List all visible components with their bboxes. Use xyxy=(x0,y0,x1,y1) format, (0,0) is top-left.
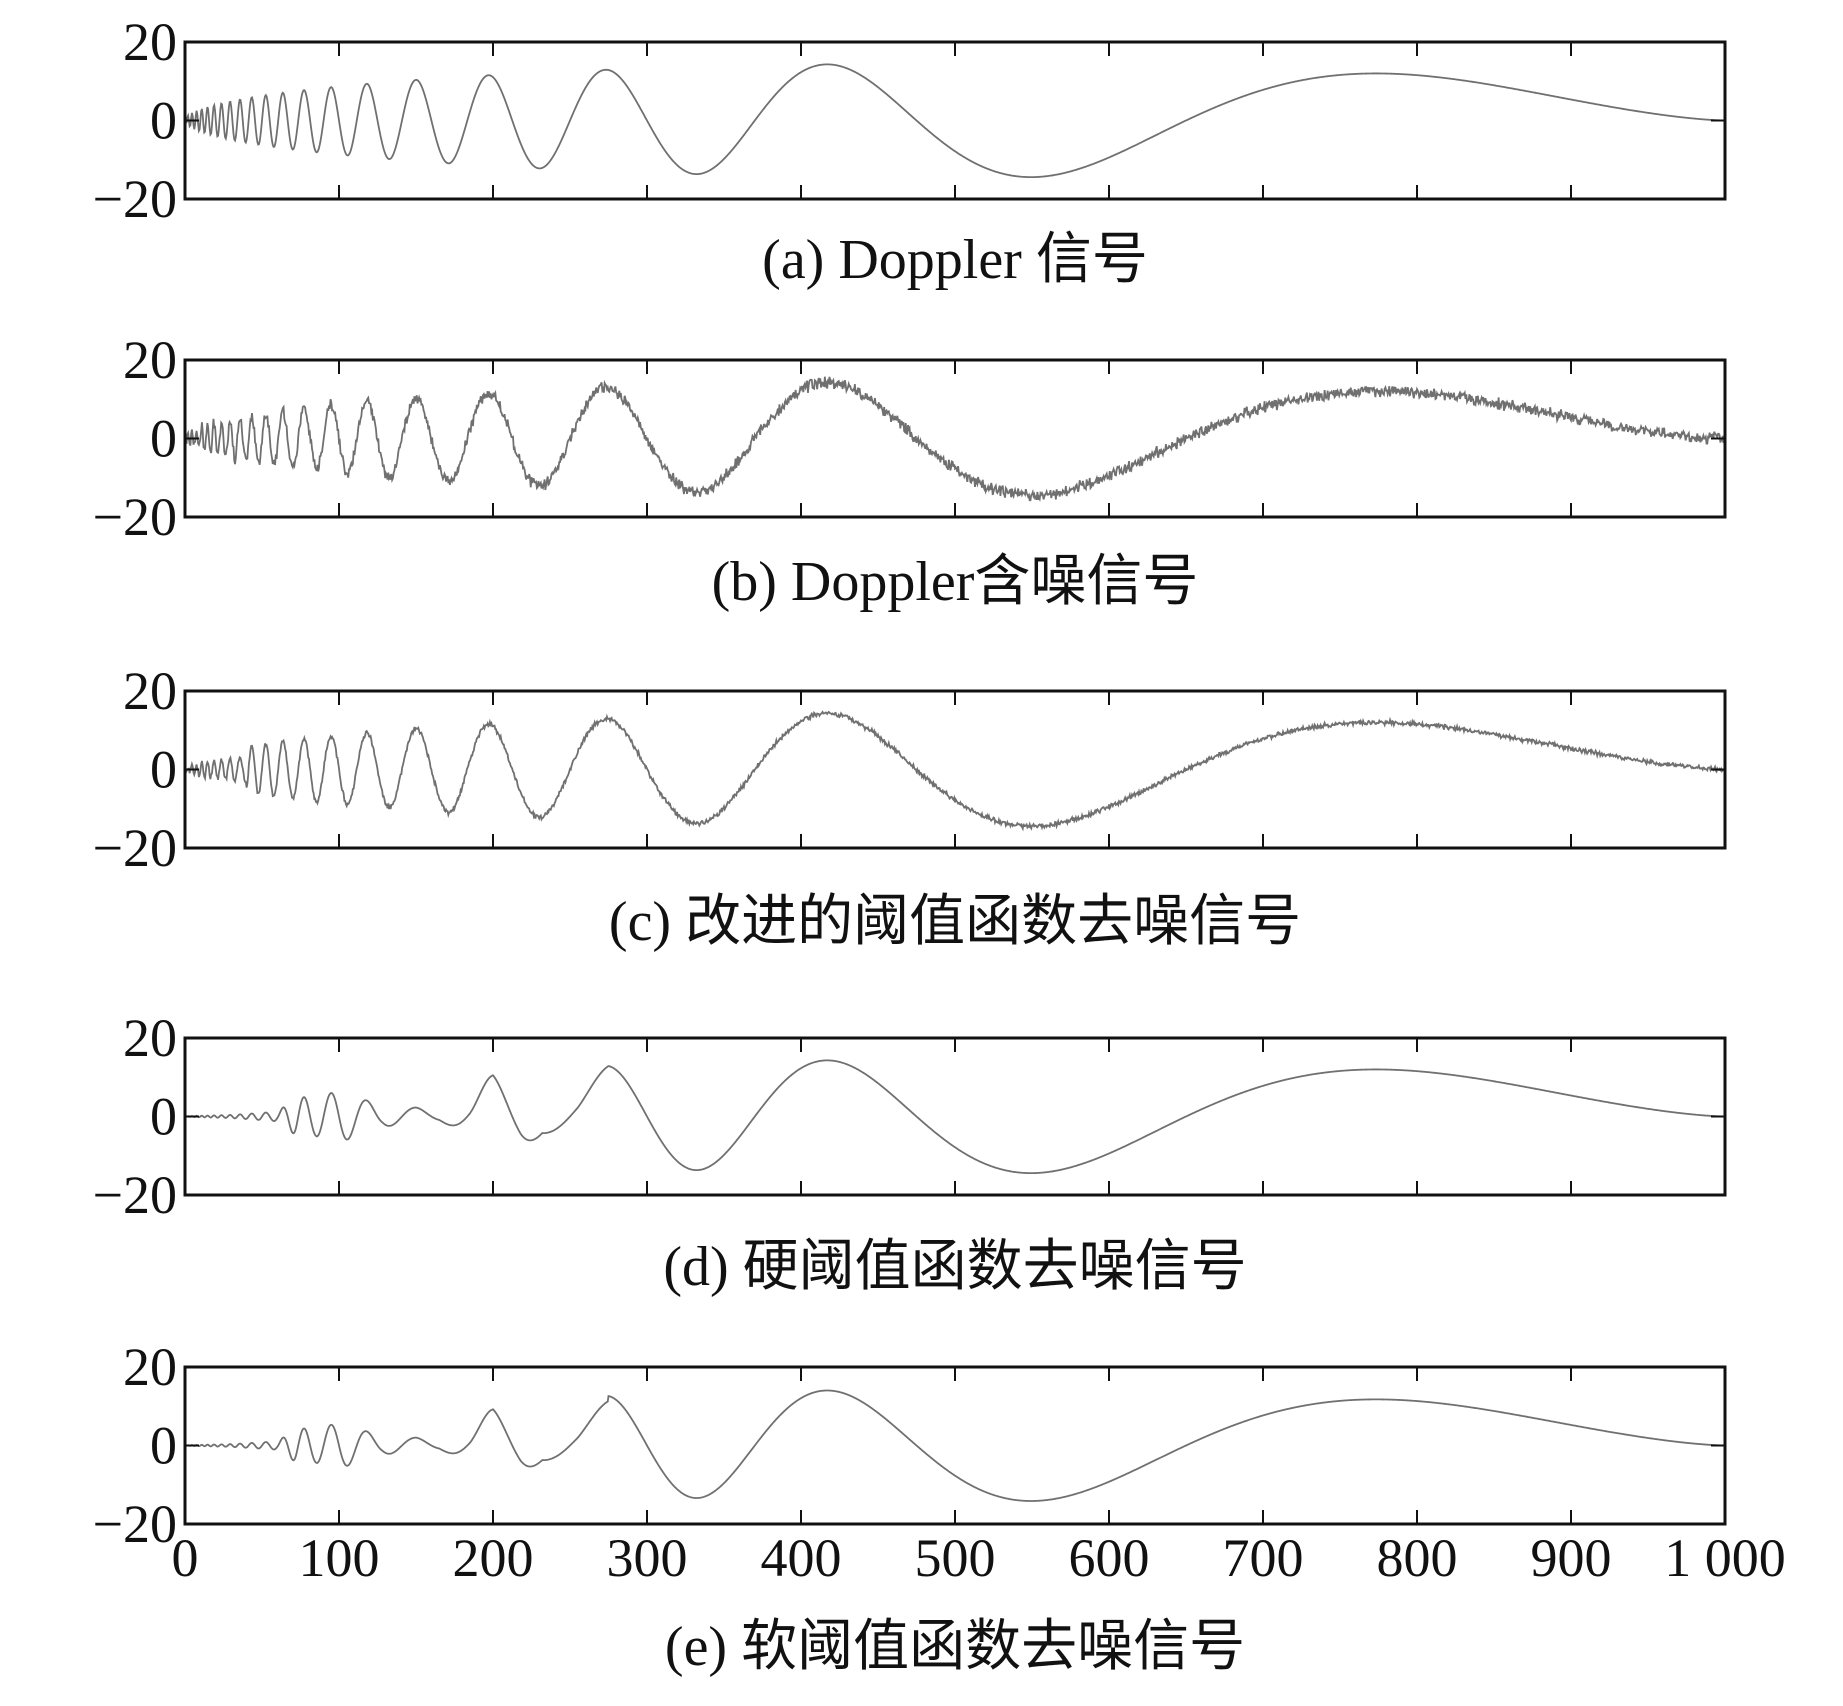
series-line xyxy=(185,63,1725,179)
subplot-c: 20 0 −20 (c) 改进的阈值函数去噪信号 xyxy=(93,661,1727,953)
x-tick-label: 900 xyxy=(1531,1528,1612,1588)
y-tick-label: −20 xyxy=(93,487,177,547)
series-line xyxy=(185,1389,1725,1502)
y-tick-label: −20 xyxy=(93,1165,177,1225)
y-tick-label: 0 xyxy=(150,1087,177,1147)
plot-frame xyxy=(183,40,1727,201)
subplot-caption: (b) Doppler含噪信号 xyxy=(712,551,1199,613)
x-tick-label: 700 xyxy=(1223,1528,1304,1588)
y-tick-label: 0 xyxy=(150,1416,177,1476)
y-tick-label: −20 xyxy=(93,1494,177,1554)
x-tick-label: 1 000 xyxy=(1664,1528,1786,1588)
series-line xyxy=(185,710,1725,832)
subplot-caption: (e) 软阈值函数去噪信号 xyxy=(665,1616,1245,1678)
y-tick-label: 20 xyxy=(123,661,177,721)
x-tick-label: 400 xyxy=(761,1528,842,1588)
x-tick-label: 0 xyxy=(172,1528,199,1588)
y-tick-label: 20 xyxy=(123,1008,177,1068)
subplot-d: 20 0 −20 (d) 硬阈值函数去噪信号 xyxy=(93,1008,1727,1298)
x-tick-label: 200 xyxy=(453,1528,534,1588)
x-tick-label: 800 xyxy=(1377,1528,1458,1588)
plot-frame xyxy=(183,689,1727,850)
subplot-b: 20 0 −20 (b) Doppler含噪信号 xyxy=(93,330,1727,613)
plot-frame xyxy=(183,1365,1727,1526)
y-tick-label: 20 xyxy=(123,1337,177,1397)
plot-frame xyxy=(183,1036,1727,1197)
subplot-caption: (a) Doppler 信号 xyxy=(762,229,1148,291)
y-tick-label: −20 xyxy=(93,169,177,229)
x-tick-label: 300 xyxy=(607,1528,688,1588)
series-line xyxy=(185,1059,1725,1175)
x-tick-label: 100 xyxy=(299,1528,380,1588)
y-tick-label: −20 xyxy=(93,818,177,878)
subplot-e: 200−200 100 200 300 400 500 600 700 800 900 1 000(… xyxy=(93,1337,1786,1678)
y-tick-label: 0 xyxy=(150,409,177,469)
y-tick-label: 20 xyxy=(123,12,177,72)
y-tick-label: 0 xyxy=(150,91,177,151)
y-tick-label: 20 xyxy=(123,330,177,390)
subplot-caption: (c) 改进的阈值函数去噪信号 xyxy=(609,891,1301,953)
subplot-a: 20 0 −20 (a) Doppler 信号 xyxy=(93,12,1727,291)
subplot-caption: (d) 硬阈值函数去噪信号 xyxy=(663,1236,1246,1298)
x-tick-label: 500 xyxy=(915,1528,996,1588)
y-tick-label: 0 xyxy=(150,740,177,800)
plot-frame xyxy=(183,358,1727,519)
series-line xyxy=(185,376,1725,503)
x-tick-label: 600 xyxy=(1069,1528,1150,1588)
